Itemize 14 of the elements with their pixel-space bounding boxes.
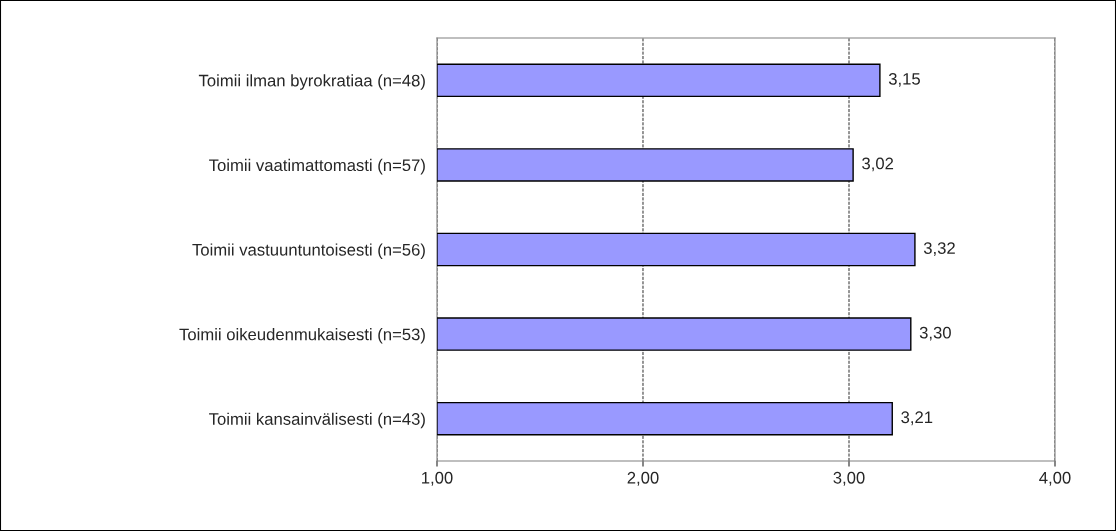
x-tick-label: 4,00	[1039, 471, 1071, 486]
y-tick-label: Toimii kansainvälisesti (n=43)	[209, 412, 425, 429]
data-label: 3,30	[919, 326, 951, 341]
y-tick-label: Toimii vaatimattomasti (n=57)	[209, 158, 425, 175]
y-tick-label: Toimii ilman byrokratiaa (n=48)	[198, 74, 425, 90]
data-label: 3,02	[862, 157, 894, 172]
x-tick-label: 3,00	[833, 471, 865, 486]
data-label: 3,15	[888, 72, 920, 87]
y-tick-label: Toimii vastuuntuntoisesti (n=56)	[192, 243, 425, 259]
x-tick-label: 1,00	[422, 471, 453, 486]
x-tick-label: 2,00	[627, 471, 659, 486]
data-label: 3,21	[901, 411, 933, 426]
data-label: 3,32	[923, 242, 955, 256]
y-tick-label: Toimii oikeudenmukaisesti (n=53)	[179, 328, 425, 344]
